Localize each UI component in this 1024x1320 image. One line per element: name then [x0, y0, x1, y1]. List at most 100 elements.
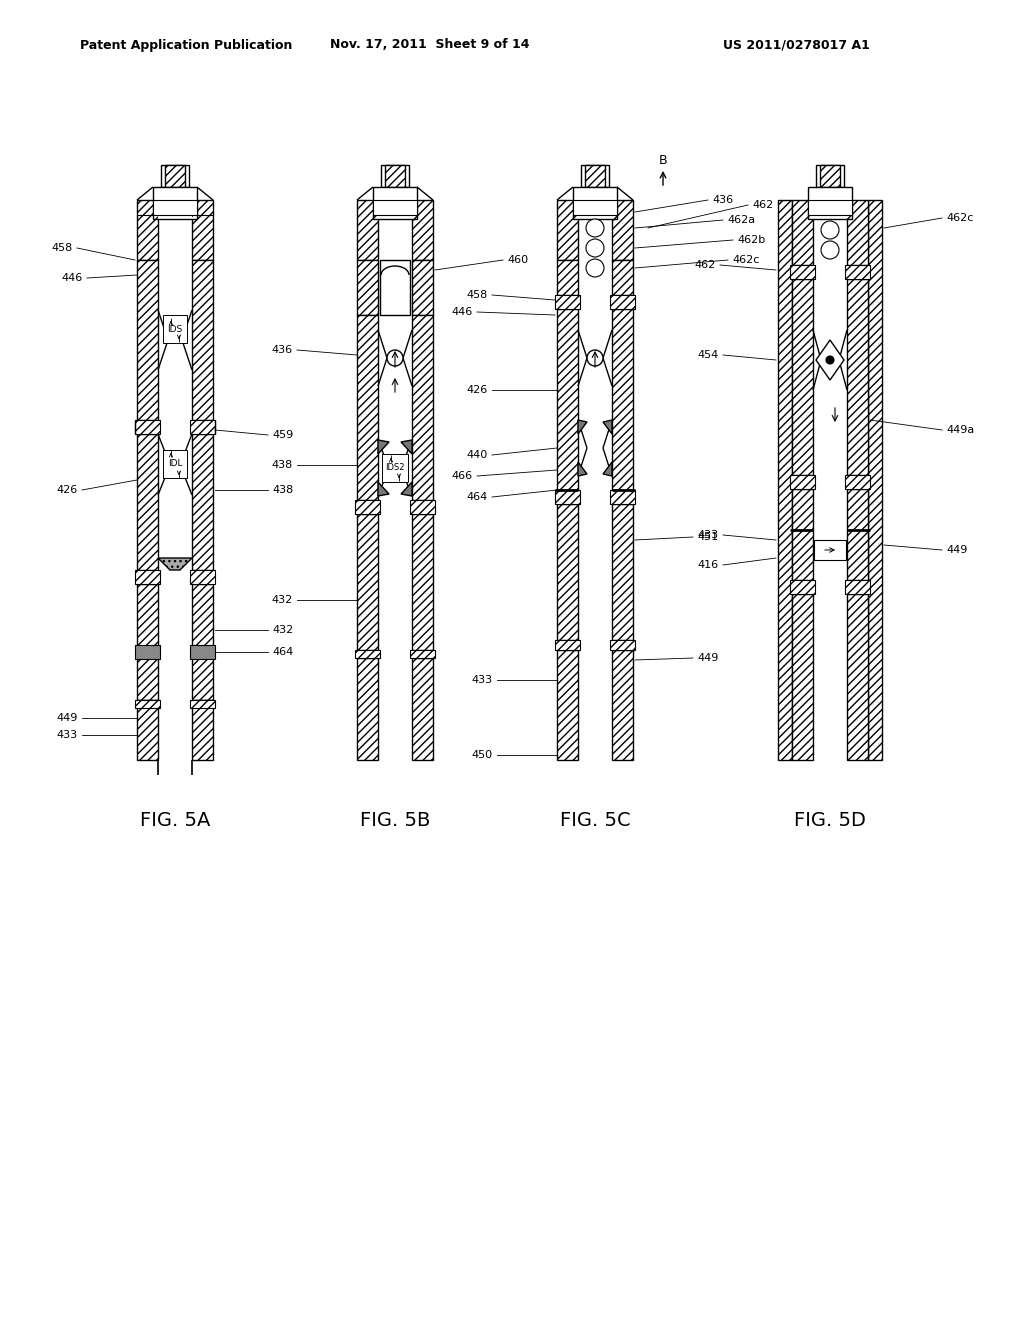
Bar [357, 260, 378, 315]
Bar [412, 315, 433, 500]
Bar [610, 294, 635, 309]
Bar [612, 504, 633, 640]
Bar [193, 260, 213, 420]
Text: 432: 432 [271, 595, 293, 605]
Text: 436: 436 [712, 195, 733, 205]
Text: 449: 449 [56, 713, 78, 723]
Bar [355, 649, 380, 657]
Text: Nov. 17, 2011  Sheet 9 of 14: Nov. 17, 2011 Sheet 9 of 14 [331, 38, 529, 51]
Bar [137, 201, 158, 260]
Bar [135, 420, 160, 434]
Bar [845, 475, 870, 488]
Bar [135, 700, 160, 708]
Text: 466: 466 [452, 471, 473, 480]
Bar [610, 490, 635, 504]
Text: 433: 433 [698, 531, 719, 540]
Text: 460: 460 [507, 255, 528, 265]
Bar [135, 645, 160, 659]
Circle shape [821, 220, 839, 239]
Bar [357, 201, 378, 260]
Bar [612, 201, 633, 260]
Bar [137, 583, 158, 700]
Bar [137, 700, 158, 760]
Bar [612, 260, 633, 294]
Bar [790, 265, 815, 279]
Bar [190, 645, 215, 659]
Bar [820, 165, 840, 187]
Bar [193, 583, 213, 700]
Bar [412, 315, 433, 500]
Text: 462c: 462c [946, 213, 974, 223]
Bar [385, 165, 406, 187]
Text: 438: 438 [271, 459, 293, 470]
Polygon shape [401, 482, 412, 496]
Bar [412, 513, 433, 649]
Bar [137, 434, 158, 570]
Bar [137, 260, 158, 420]
Bar [193, 201, 213, 260]
Bar [357, 260, 378, 315]
Bar [790, 265, 815, 279]
Text: 464: 464 [272, 647, 293, 657]
Bar [190, 420, 215, 434]
Bar [555, 640, 580, 649]
Text: 462: 462 [694, 260, 716, 271]
Polygon shape [578, 420, 587, 434]
Bar [778, 201, 792, 760]
Bar [845, 579, 870, 594]
Text: FIG. 5C: FIG. 5C [560, 810, 631, 829]
Text: FIG. 5B: FIG. 5B [359, 810, 430, 829]
Text: 416: 416 [698, 560, 719, 570]
Bar [790, 475, 815, 488]
Circle shape [586, 219, 604, 238]
Text: 449: 449 [946, 545, 968, 554]
Bar [193, 434, 213, 570]
Bar [357, 657, 378, 760]
Bar [847, 488, 868, 579]
Bar [557, 201, 578, 260]
Bar [792, 279, 813, 475]
Bar [778, 201, 792, 760]
Bar [847, 594, 868, 760]
Bar [410, 500, 435, 513]
Bar [135, 420, 160, 434]
Bar [373, 201, 417, 215]
Bar [814, 540, 846, 560]
Bar [357, 315, 378, 500]
Polygon shape [158, 558, 193, 570]
Bar [610, 490, 635, 504]
Bar [135, 570, 160, 583]
Text: 449a: 449a [946, 425, 974, 436]
Bar [808, 187, 852, 219]
Bar [585, 165, 605, 187]
Bar [355, 649, 380, 657]
Bar [557, 260, 578, 294]
Bar [193, 434, 213, 570]
Bar [137, 700, 158, 760]
Circle shape [826, 356, 834, 364]
Bar [190, 570, 215, 583]
Bar [555, 294, 580, 309]
Text: 433: 433 [472, 675, 493, 685]
Text: 426: 426 [467, 385, 488, 395]
Bar [612, 201, 633, 260]
Text: 438: 438 [272, 484, 293, 495]
Circle shape [586, 239, 604, 257]
Polygon shape [603, 420, 612, 434]
Text: 446: 446 [61, 273, 83, 282]
Text: 426: 426 [56, 484, 78, 495]
Bar [153, 187, 197, 219]
Text: 462: 462 [752, 201, 773, 210]
Text: Patent Application Publication: Patent Application Publication [80, 38, 293, 51]
Bar [135, 570, 160, 583]
Bar [412, 657, 433, 760]
Bar [357, 657, 378, 760]
Bar [612, 649, 633, 760]
Text: FIG. 5A: FIG. 5A [140, 810, 210, 829]
Bar [135, 700, 160, 708]
Bar [355, 500, 380, 513]
Text: 432: 432 [272, 624, 293, 635]
Bar [190, 700, 215, 708]
Polygon shape [401, 440, 412, 454]
Bar [193, 260, 213, 420]
